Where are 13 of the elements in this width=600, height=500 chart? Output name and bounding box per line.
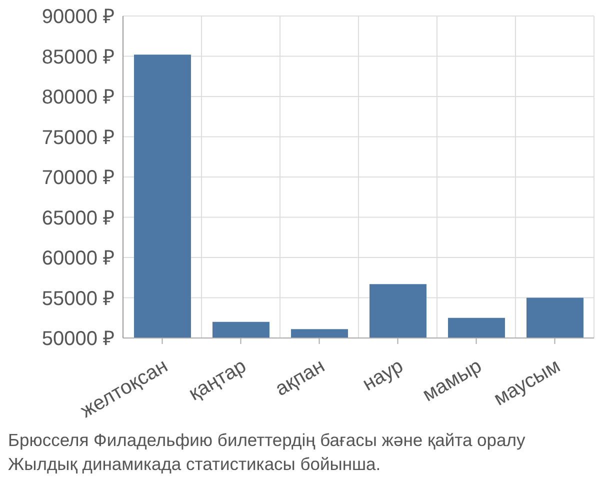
text: Жылдық динамикада статистикасы бойынша. — [8, 453, 382, 476]
y-tick-label: 60000 ₽ — [42, 248, 115, 270]
y-tick-label: 85000 ₽ — [42, 46, 115, 68]
y-tick-label: 50000 ₽ — [42, 328, 115, 350]
y-tick-label: 55000 ₽ — [42, 288, 115, 310]
y-tick-label: 75000 ₽ — [42, 126, 115, 149]
y-tick-label: 80000 ₽ — [42, 86, 115, 109]
y-tick-label: 70000 ₽ — [42, 167, 115, 190]
text: Брюсселя Филадельфию билеттердің бағасы және қайта оралу — [8, 429, 526, 452]
y-tick-label: 90000 ₽ — [42, 6, 115, 28]
x-tick-label: ақпан — [272, 355, 329, 401]
y-tick-label: 65000 ₽ — [42, 207, 115, 230]
x-tick-label: наур — [358, 355, 408, 396]
